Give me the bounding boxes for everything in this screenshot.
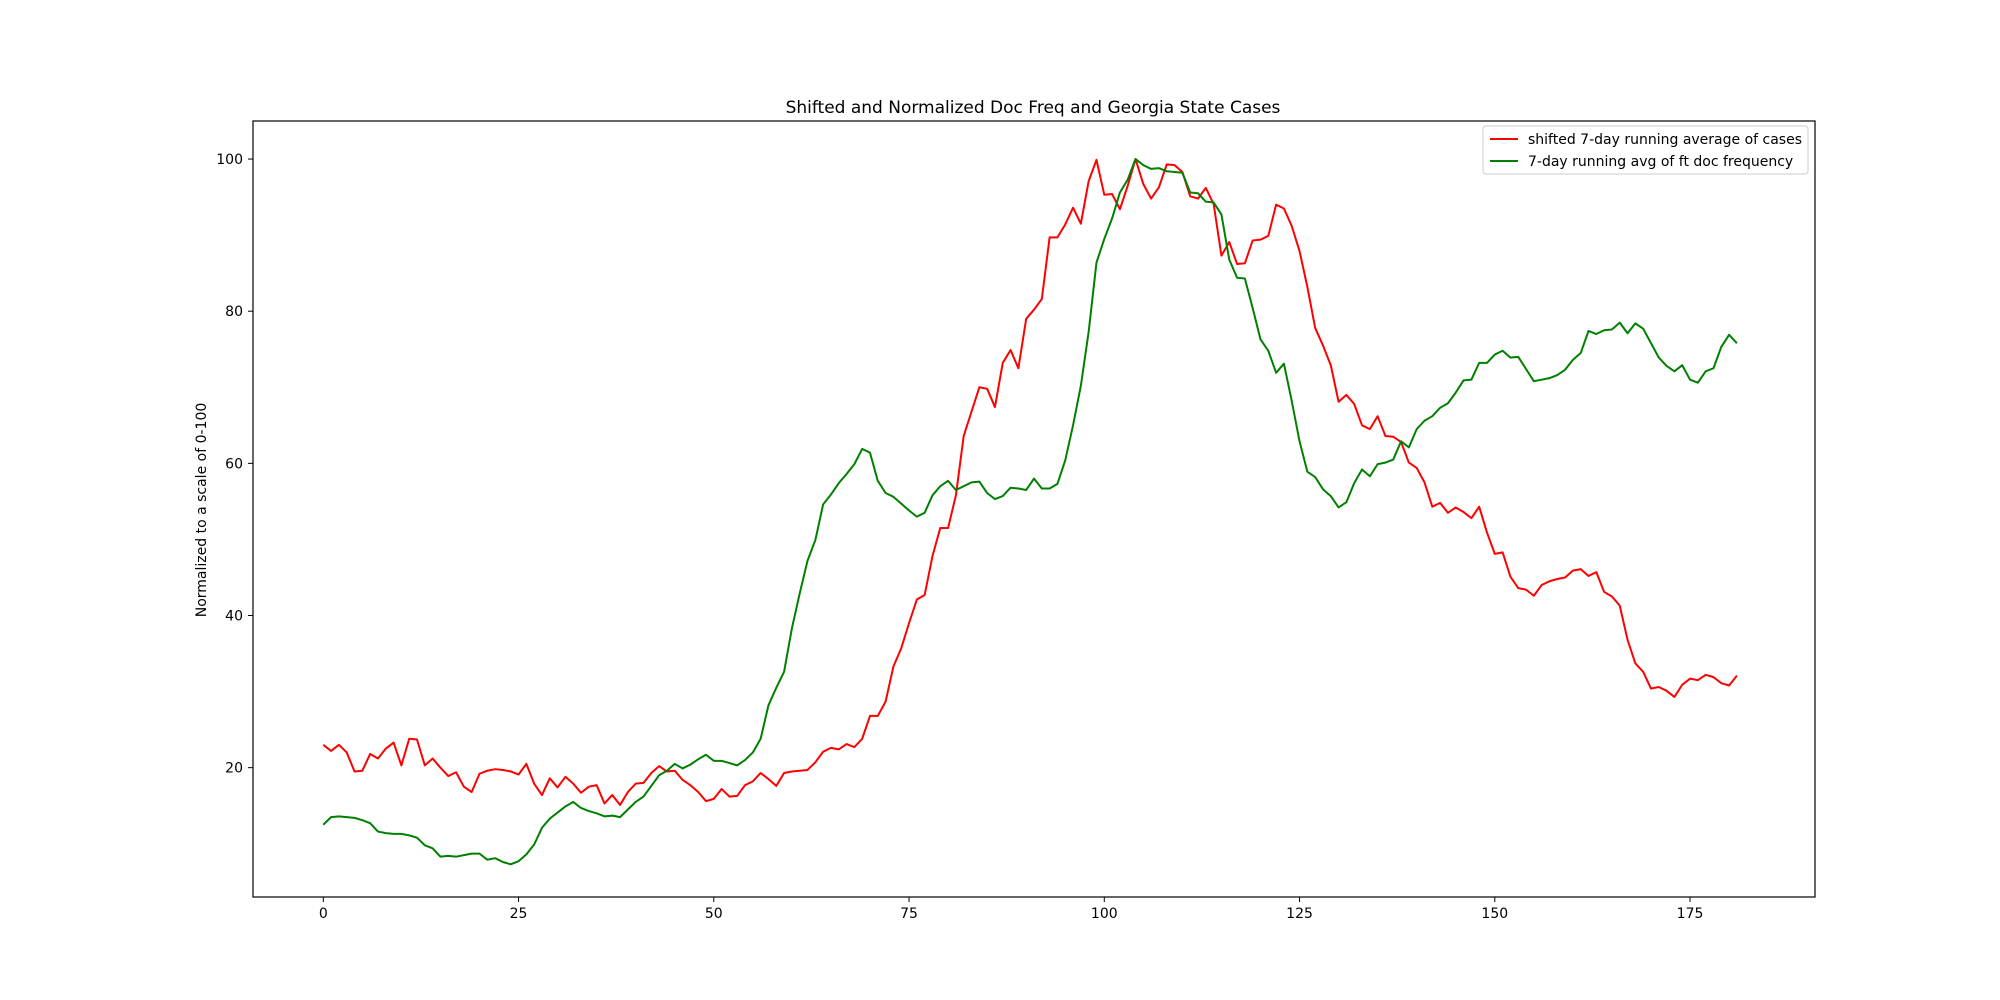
x-tick-label: 125 xyxy=(1286,906,1313,922)
y-axis-label: Normalized to a scale of 0-100 xyxy=(194,403,210,618)
x-tick-label: 100 xyxy=(1091,906,1118,922)
y-axis: 20 40 60 80 100 xyxy=(216,152,253,777)
x-tick-label: 175 xyxy=(1677,906,1704,922)
x-tick-label: 75 xyxy=(900,906,918,922)
x-tick-label: 150 xyxy=(1481,906,1508,922)
legend-label-doc-frequency: 7-day running avg of ft doc frequency xyxy=(1528,154,1793,170)
legend-box xyxy=(1482,125,1809,175)
x-tick-label: 50 xyxy=(705,906,723,922)
series-line-doc-frequency xyxy=(322,158,1738,866)
chart-title: Shifted and Normalized Doc Freq and Geor… xyxy=(786,98,1281,118)
y-tick-label: 60 xyxy=(225,456,243,472)
x-tick-label: 0 xyxy=(319,906,328,922)
y-tick-label: 20 xyxy=(225,761,243,777)
series-line-cases xyxy=(322,158,1738,806)
legend: shifted 7-day running average of cases 7… xyxy=(1482,125,1809,175)
axes-frame xyxy=(252,120,1816,898)
x-tick-label: 25 xyxy=(510,906,528,922)
y-tick-label: 80 xyxy=(225,304,243,320)
legend-label-cases: shifted 7-day running average of cases xyxy=(1528,132,1802,148)
plot-area xyxy=(322,158,1738,866)
y-tick-label: 100 xyxy=(216,152,243,168)
x-axis: 0 25 50 75 100 125 150 175 xyxy=(319,897,1704,922)
y-tick-label: 40 xyxy=(225,609,243,625)
